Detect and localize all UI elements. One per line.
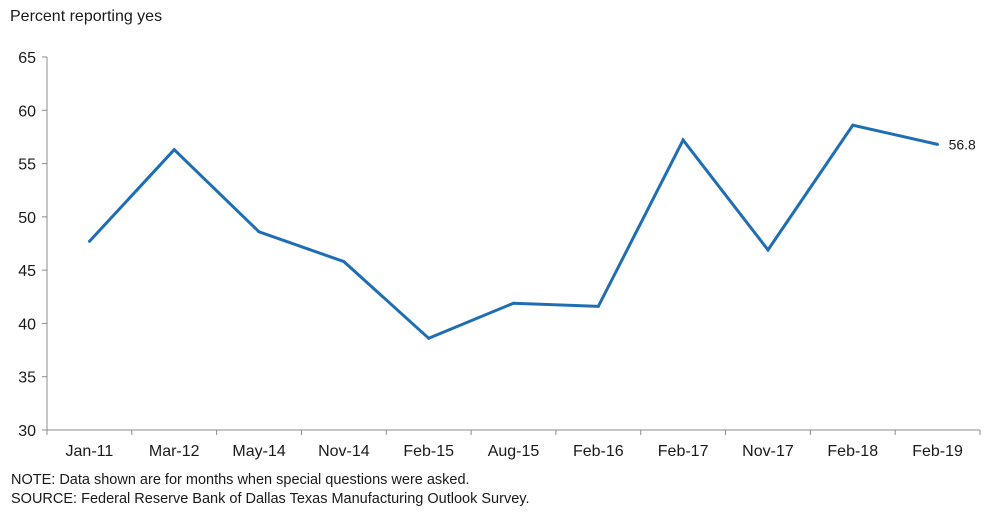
data-label: 56.8 (949, 136, 976, 152)
x-tick-label: Feb-16 (573, 443, 624, 460)
x-tick-label: Aug-15 (488, 443, 540, 460)
x-tick-label: Feb-15 (403, 443, 454, 460)
y-tick-label: 60 (18, 103, 36, 120)
y-tick-label: 30 (18, 423, 36, 440)
data-point (681, 138, 685, 142)
y-tick-label: 40 (18, 316, 36, 333)
line-chart: 30 35 40 45 50 55 60 65 Jan-11 Mar-12 May-14 Nov-1… (18, 50, 981, 460)
x-tick-label: Mar-12 (149, 443, 200, 460)
x-tick-label: Nov-14 (318, 443, 370, 460)
data-point (342, 260, 346, 264)
data-point (936, 142, 939, 146)
x-tick-label: Nov-17 (742, 443, 794, 460)
y-tick-label: 35 (18, 370, 36, 387)
y-tick-label: 55 (18, 157, 36, 174)
x-tick-label: Feb-18 (827, 443, 878, 460)
data-point (851, 123, 855, 127)
data-point (766, 248, 770, 252)
annotation-group: 56.8 (949, 136, 976, 152)
y-tick-label: 45 (18, 263, 36, 280)
y-tick-label: 50 (18, 210, 36, 227)
footnote-source: SOURCE: Federal Reserve Bank of Dallas T… (11, 491, 530, 507)
data-point (596, 304, 600, 308)
x-tick-label: Feb-17 (658, 443, 709, 460)
data-point (88, 239, 91, 243)
y-tick-labels: 30 35 40 45 50 55 60 65 (18, 50, 36, 440)
data-point (172, 148, 176, 152)
footnote-note: NOTE: Data shown are for months when spe… (11, 472, 470, 488)
x-tick-label: Jan-11 (66, 443, 114, 460)
series-group (88, 123, 939, 341)
data-point (257, 230, 261, 234)
y-axis-title: Percent reporting yes (10, 8, 163, 25)
y-tick-label: 65 (18, 50, 36, 67)
x-tick-label: May-14 (232, 443, 285, 460)
x-tick-labels: Jan-11 Mar-12 May-14 Nov-14 Feb-15 Aug-15 Feb-… (66, 443, 963, 460)
chart-axes (42, 56, 981, 435)
series-line (88, 123, 938, 341)
data-point (427, 336, 431, 340)
x-tick-label: Feb-19 (912, 443, 963, 460)
data-point (512, 301, 515, 305)
